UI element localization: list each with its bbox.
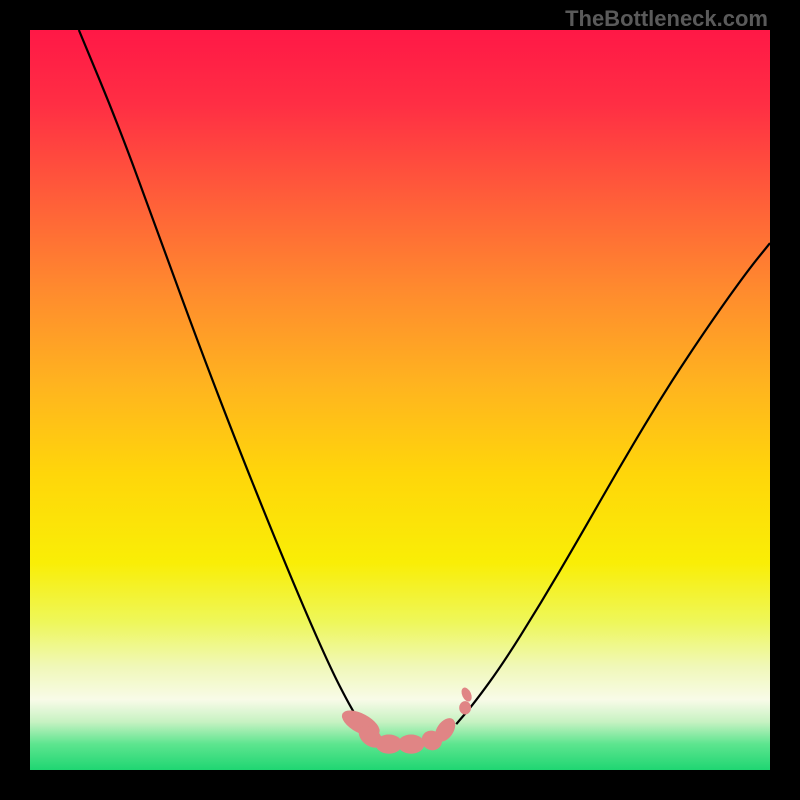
right-curve (456, 243, 770, 724)
watermark-text: TheBottleneck.com (565, 6, 768, 32)
chart-curves (30, 30, 770, 770)
left-curve (79, 30, 357, 717)
plot-area (30, 30, 770, 770)
marker-blob (459, 686, 473, 703)
bottom-markers (338, 686, 474, 754)
marker-blob (398, 734, 425, 753)
marker-blob (459, 701, 471, 714)
